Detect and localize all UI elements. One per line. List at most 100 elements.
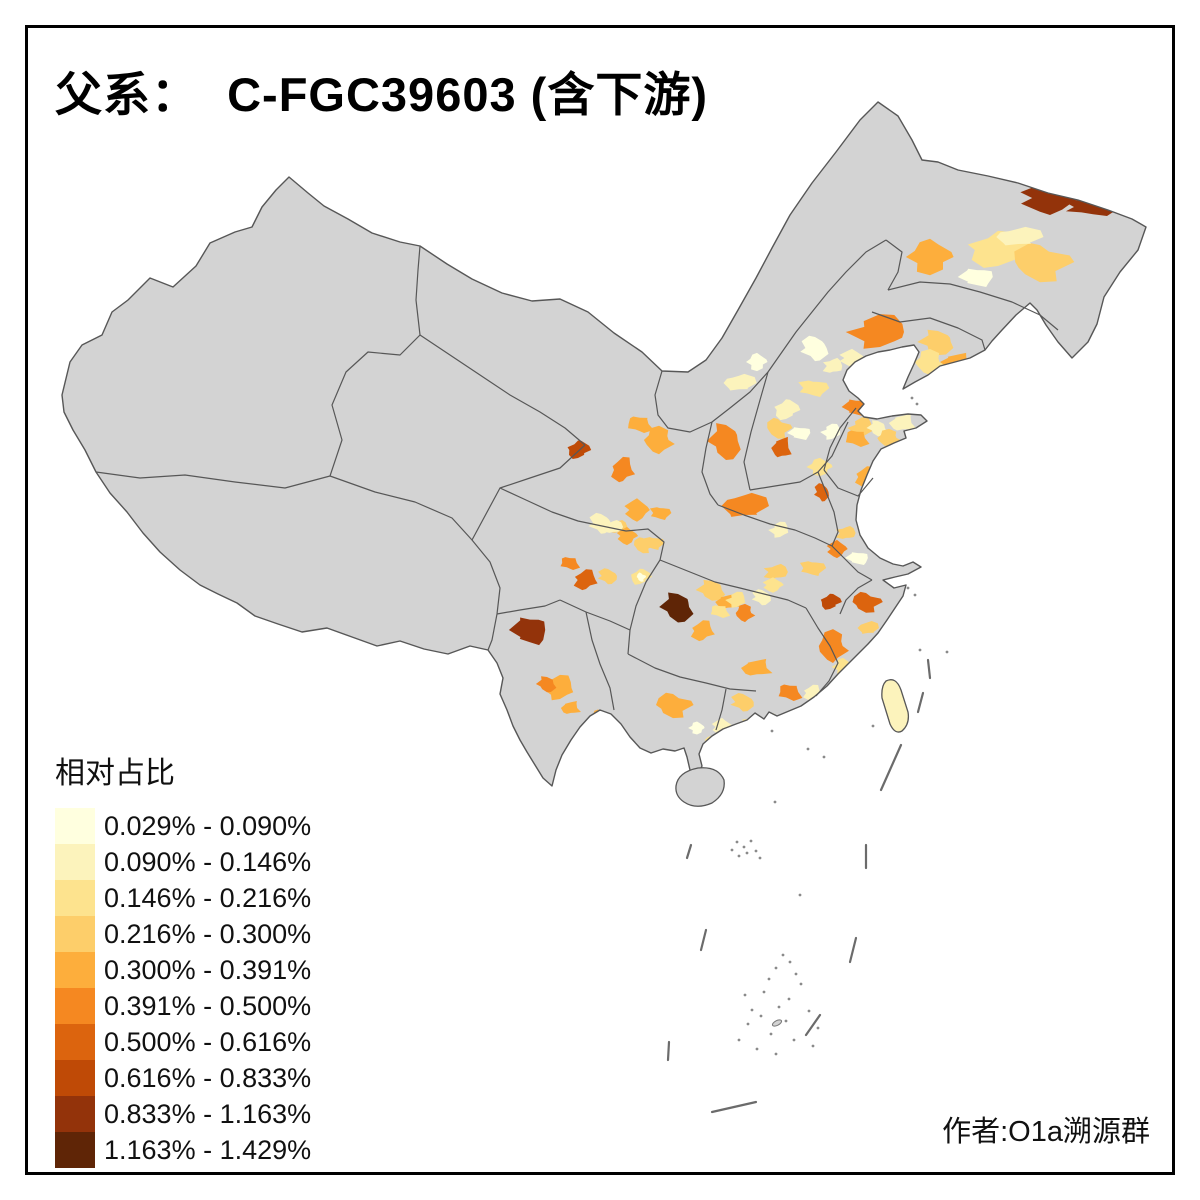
map-region [844, 552, 868, 565]
legend-swatch [55, 1096, 95, 1132]
map-region [818, 629, 849, 663]
map-title: 父系： C-FGC39603 (含下游) [55, 68, 708, 121]
map-region [711, 717, 733, 737]
national-border [61, 101, 1147, 787]
legend-item: 0.616% - 0.833% [55, 1060, 311, 1096]
legend-label: 0.029% - 0.090% [104, 811, 312, 841]
map-region [905, 238, 954, 276]
map-region [560, 701, 581, 714]
legend-swatch [55, 952, 95, 988]
map-region [826, 539, 848, 559]
map-region [845, 314, 904, 349]
map-region [771, 436, 792, 458]
legend-swatch [55, 916, 95, 952]
map-region [723, 373, 757, 391]
nine-dash-line [666, 658, 932, 1114]
china-mainland [62, 102, 1146, 786]
sea-islet-large [771, 1019, 783, 1027]
map-region [1014, 243, 1075, 283]
map-region [746, 352, 768, 372]
map-region [735, 603, 756, 623]
legend-item: 0.500% - 0.616% [55, 1024, 311, 1060]
legend-label: 1.163% - 1.429% [104, 1135, 312, 1165]
map-region [643, 425, 675, 455]
map-region [741, 658, 773, 676]
province-borders [95, 239, 1059, 731]
hainan-island [675, 767, 725, 807]
legend-label: 0.616% - 0.833% [104, 1063, 312, 1093]
map-region [847, 417, 872, 439]
map-region [787, 427, 811, 440]
map-region [508, 617, 546, 646]
legend-label: 0.500% - 0.616% [104, 1027, 312, 1057]
map-region [659, 592, 694, 623]
legend-swatch [55, 988, 95, 1024]
map-region [868, 510, 891, 530]
map-region [624, 498, 650, 522]
legend-label: 0.216% - 0.300% [104, 919, 312, 949]
map-region [800, 335, 829, 362]
map-region [706, 423, 741, 460]
map-region [820, 593, 842, 610]
legend-title: 相对占比 [55, 757, 175, 790]
attribution: 作者:O1a溯源群 [942, 1116, 1150, 1148]
map-region [768, 521, 789, 538]
map-region [756, 718, 769, 729]
map-region [820, 423, 841, 440]
map-region [636, 572, 647, 582]
map-region [628, 416, 654, 433]
map-region [835, 526, 856, 539]
legend-swatch [55, 1060, 95, 1096]
map-region [957, 268, 993, 287]
map-region [535, 676, 557, 693]
map-region [917, 329, 954, 356]
map-region [799, 561, 827, 576]
legend: 相对占比 0.029% - 0.090% 0.090% - 0.146% 0.146… [55, 748, 311, 1168]
map-region [916, 530, 941, 548]
map-region [762, 577, 784, 593]
map-region [845, 430, 870, 447]
map-region [573, 569, 598, 591]
legend-item: 0.833% - 1.163% [55, 1096, 311, 1132]
legend-swatch [55, 1132, 95, 1168]
map-region [774, 399, 801, 421]
map-region [695, 579, 726, 601]
map-region [893, 444, 920, 466]
map-region [710, 605, 731, 618]
map-region [656, 692, 694, 719]
legend-item: 0.216% - 0.300% [55, 916, 311, 952]
legend-label: 0.391% - 0.500% [104, 991, 312, 1021]
map-region [616, 526, 639, 546]
map-region [643, 537, 665, 550]
map-region [885, 501, 907, 514]
map-region [822, 357, 843, 373]
map-region [857, 621, 879, 634]
taiwan-island [881, 679, 910, 733]
map-region [725, 591, 746, 608]
map-region [836, 673, 853, 684]
map-region [888, 413, 916, 431]
legend-label: 0.090% - 0.146% [104, 847, 312, 877]
legend-swatch [55, 1024, 95, 1060]
map-region [931, 370, 968, 393]
legend-label: 0.146% - 0.216% [104, 883, 312, 913]
legend-label: 0.833% - 1.163% [104, 1099, 312, 1129]
map-region [996, 226, 1044, 246]
legend-items: 0.029% - 0.090% 0.090% - 0.146% 0.146% - 0… [55, 808, 311, 1168]
legend-swatch [55, 880, 95, 916]
map-region [688, 721, 705, 735]
map-region [906, 504, 928, 521]
map-region [560, 557, 581, 570]
legend-item: 0.391% - 0.500% [55, 988, 311, 1024]
map-region [597, 568, 617, 585]
map-region [634, 537, 655, 554]
legend-swatch [55, 844, 95, 880]
map-region [767, 417, 793, 439]
map-region [814, 483, 829, 502]
map-region [798, 380, 830, 397]
map-region [541, 674, 574, 701]
legend-item: 0.146% - 0.216% [55, 880, 311, 916]
legend-label: 0.300% - 0.391% [104, 955, 312, 985]
